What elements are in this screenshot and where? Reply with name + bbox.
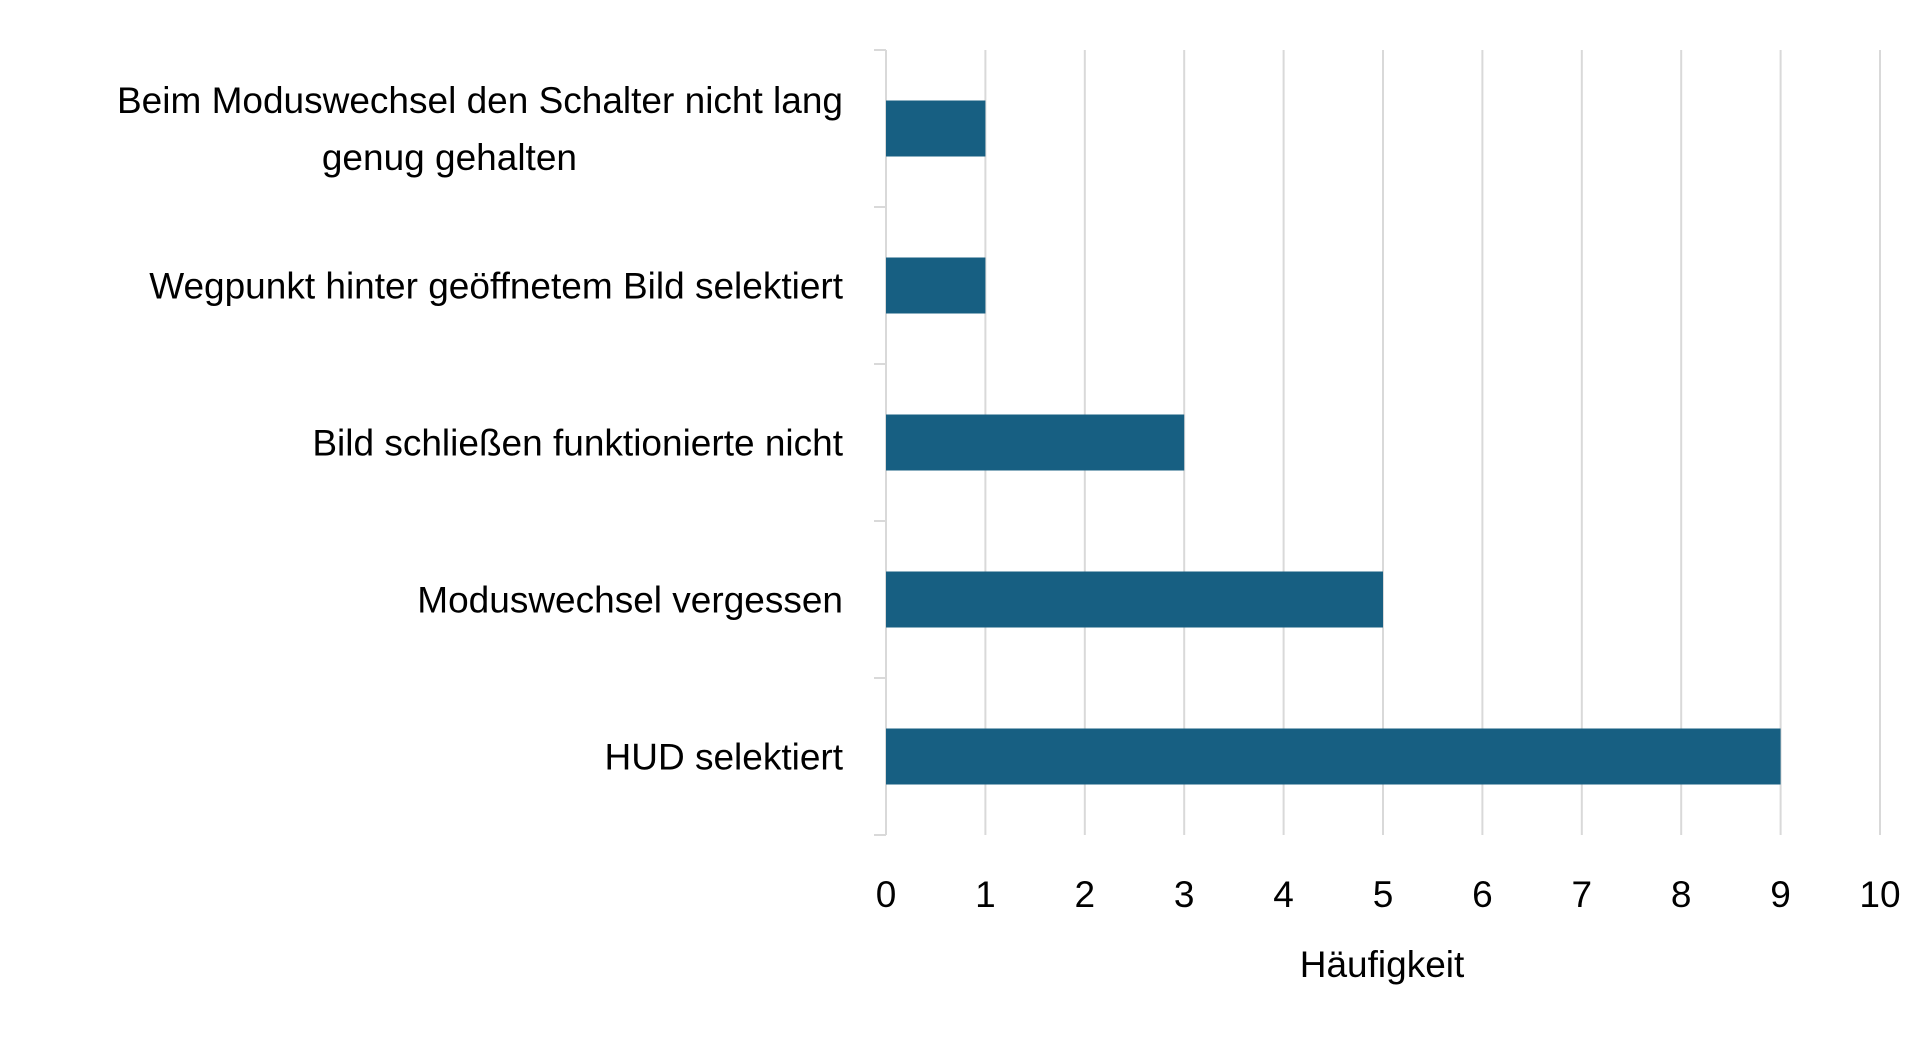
category-label-line: Bild schließen funktionierte nicht xyxy=(312,423,843,464)
x-tick-label: 0 xyxy=(876,874,897,915)
category-label: Moduswechsel vergessen xyxy=(417,580,843,621)
category-label: Wegpunkt hinter geöffnetem Bild selektie… xyxy=(149,266,844,307)
x-tick-label: 7 xyxy=(1572,874,1593,915)
category-label-line: Moduswechsel vergessen xyxy=(417,580,843,621)
y-axis xyxy=(874,49,887,836)
bar xyxy=(886,100,986,157)
x-tick-label: 1 xyxy=(975,874,996,915)
x-axis-title: Häufigkeit xyxy=(1300,944,1465,985)
x-tick-label: 9 xyxy=(1770,874,1791,915)
x-tick-label: 3 xyxy=(1174,874,1195,915)
category-labels: Beim Moduswechsel den Schalter nicht lan… xyxy=(117,80,844,778)
category-label-line: Beim Moduswechsel den Schalter nicht lan… xyxy=(117,80,843,121)
x-tick-label: 6 xyxy=(1472,874,1493,915)
category-label: Beim Moduswechsel den Schalter nicht lan… xyxy=(117,80,843,178)
x-tick-label: 10 xyxy=(1859,874,1900,915)
category-label: HUD selektiert xyxy=(605,737,844,778)
bar xyxy=(886,257,986,314)
category-label-line: genug gehalten xyxy=(322,137,577,178)
bar xyxy=(886,728,1781,785)
category-label: Bild schließen funktionierte nicht xyxy=(312,423,843,464)
bar xyxy=(886,571,1383,628)
x-tick-label: 8 xyxy=(1671,874,1692,915)
bars xyxy=(886,100,1781,785)
x-tick-label: 5 xyxy=(1373,874,1394,915)
gridlines xyxy=(984,50,1881,835)
x-tick-label: 2 xyxy=(1075,874,1096,915)
category-label-line: HUD selektiert xyxy=(605,737,844,778)
category-label-line: Wegpunkt hinter geöffnetem Bild selektie… xyxy=(149,266,844,307)
x-tick-label: 4 xyxy=(1273,874,1294,915)
x-tick-labels: 0 1 2 3 4 5 6 7 8 9 10 xyxy=(876,874,1901,915)
bar xyxy=(886,414,1185,471)
